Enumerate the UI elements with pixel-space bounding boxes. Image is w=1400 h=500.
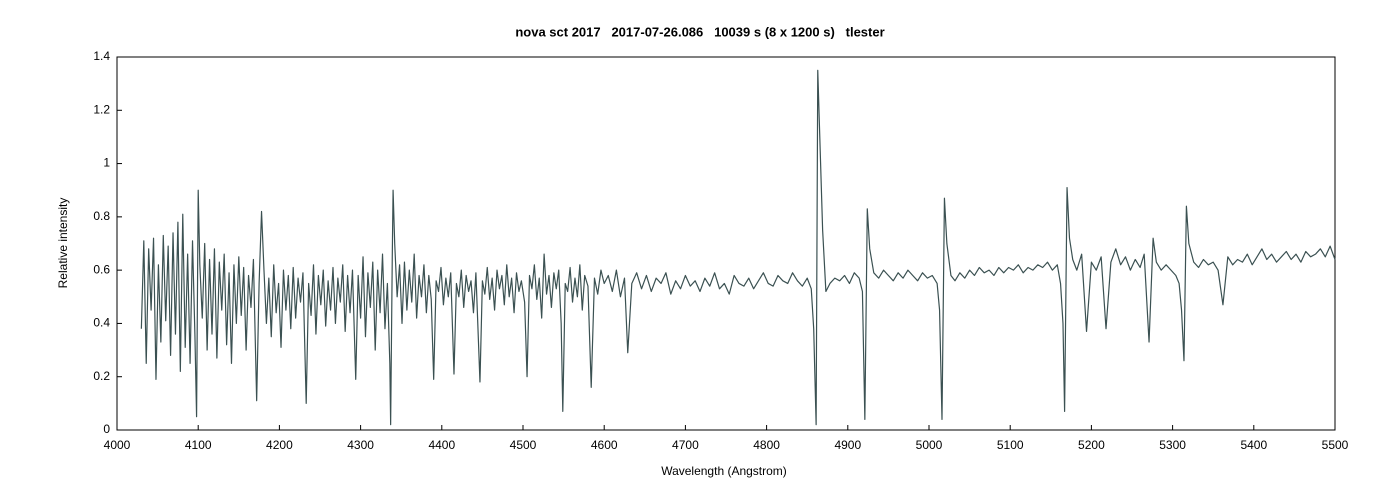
x-tick-label: 4900 (834, 438, 861, 452)
x-tick-label: 5300 (1159, 438, 1186, 452)
y-axis-label: Relative intensity (56, 198, 70, 289)
chart-title: nova sct 2017 2017-07-26.086 10039 s (8 … (515, 24, 884, 39)
x-tick-label: 4600 (591, 438, 618, 452)
x-tick-label: 5400 (1240, 438, 1267, 452)
x-tick-label: 4400 (428, 438, 455, 452)
x-tick-label: 5500 (1322, 438, 1349, 452)
x-tick-label: 4100 (185, 438, 212, 452)
x-tick-label: 4500 (510, 438, 537, 452)
x-tick-label: 5200 (1078, 438, 1105, 452)
spectrum-line (140, 69, 1336, 426)
y-tick-label: 0.4 (93, 316, 110, 330)
x-tick-label: 4700 (672, 438, 699, 452)
x-axis-label: Wavelength (Angstrom) (661, 464, 787, 478)
plot-frame (116, 56, 1336, 431)
x-tick-label: 5100 (997, 438, 1024, 452)
y-tick-label: 1 (103, 156, 110, 170)
x-tick-label: 5000 (916, 438, 943, 452)
y-tick-label: 1.4 (93, 49, 110, 63)
y-tick-label: 0.6 (93, 262, 110, 276)
y-tick-label: 0.2 (93, 369, 110, 383)
x-tick-label: 4800 (753, 438, 780, 452)
y-tick-label: 0 (103, 422, 110, 436)
x-tick-label: 4300 (347, 438, 374, 452)
y-tick-label: 1.2 (93, 102, 110, 116)
x-tick-label: 4000 (104, 438, 131, 452)
y-tick-label: 0.8 (93, 209, 110, 223)
x-tick-label: 4200 (266, 438, 293, 452)
